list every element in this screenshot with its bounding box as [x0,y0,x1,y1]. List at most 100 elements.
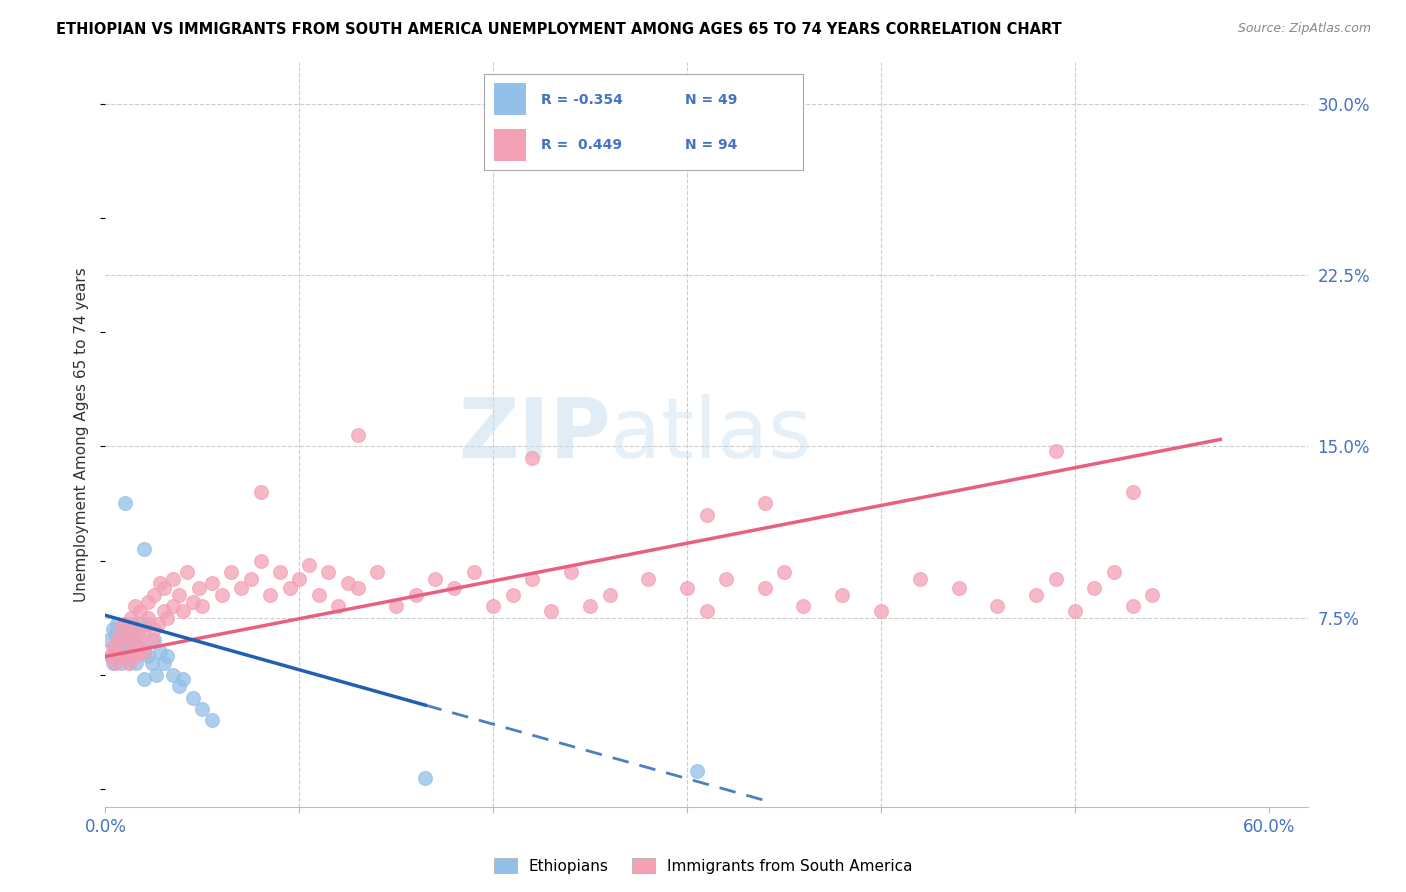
Point [152,581,174,595]
Point [773,565,796,579]
Point [100,649,122,664]
Point [423,572,446,586]
Point [111,626,134,640]
Point [181,690,204,705]
Point [111,640,134,655]
Point [121,617,143,632]
Point [1122,485,1144,500]
Point [201,714,224,728]
Point [686,764,709,778]
Point [105,617,128,632]
Point [1045,443,1067,458]
Point [221,565,243,579]
Point [120,640,142,655]
Point [104,657,127,671]
Point [318,565,340,579]
Point [152,604,174,618]
Point [326,599,349,614]
Point [599,588,621,602]
Point [120,610,142,624]
Point [249,553,271,567]
Point [754,581,776,595]
Point [579,599,602,614]
Point [249,485,271,500]
Point [167,679,190,693]
Point [125,657,148,671]
Point [115,633,138,648]
Point [104,640,127,655]
Point [103,640,125,655]
Point [696,508,718,522]
Point [142,622,165,636]
Point [142,633,165,648]
Point [201,576,224,591]
Point [269,565,291,579]
Point [114,633,136,648]
Point [136,617,159,632]
Point [908,572,931,586]
Point [120,626,142,640]
Point [443,581,465,595]
Point [127,622,149,636]
Point [129,640,152,655]
Point [181,594,204,608]
Point [754,496,776,510]
Point [110,622,132,636]
Point [366,565,388,579]
Point [124,599,146,614]
Point [792,599,814,614]
Point [108,633,131,648]
Y-axis label: Unemployment Among Ages 65 to 74 years: Unemployment Among Ages 65 to 74 years [75,268,90,602]
Point [986,599,1008,614]
Point [134,673,156,687]
Point [110,657,132,671]
Point [108,645,131,659]
Point [191,599,214,614]
Point [118,657,141,671]
Point [136,610,159,624]
Point [118,622,141,636]
Point [346,581,368,595]
Point [141,657,163,671]
Point [172,604,194,618]
Point [124,645,146,659]
Point [115,649,138,664]
Point [637,572,659,586]
Point [520,450,543,465]
Point [831,588,853,602]
Point [502,588,524,602]
Point [125,649,148,664]
Point [129,604,152,618]
Text: Source: ZipAtlas.com: Source: ZipAtlas.com [1237,22,1371,36]
Point [124,633,146,648]
Point [520,572,543,586]
Point [336,576,359,591]
Point [136,649,159,664]
Point [134,626,156,640]
Text: ZIP: ZIP [458,394,610,475]
Point [1045,572,1067,586]
Point [1102,565,1125,579]
Point [114,617,136,632]
Point [152,657,174,671]
Point [259,588,281,602]
Point [540,604,562,618]
Point [870,604,893,618]
Point [714,572,737,586]
Point [676,581,699,595]
Point [385,599,408,614]
Point [100,649,122,664]
Point [108,649,131,664]
Point [162,599,184,614]
Point [114,496,136,510]
Point [167,588,190,602]
Point [298,558,321,572]
Point [278,581,301,595]
Point [105,633,128,648]
Point [1064,604,1087,618]
Point [405,588,427,602]
Text: atlas: atlas [610,394,813,475]
Point [231,581,253,595]
Point [308,588,330,602]
Point [172,673,194,687]
